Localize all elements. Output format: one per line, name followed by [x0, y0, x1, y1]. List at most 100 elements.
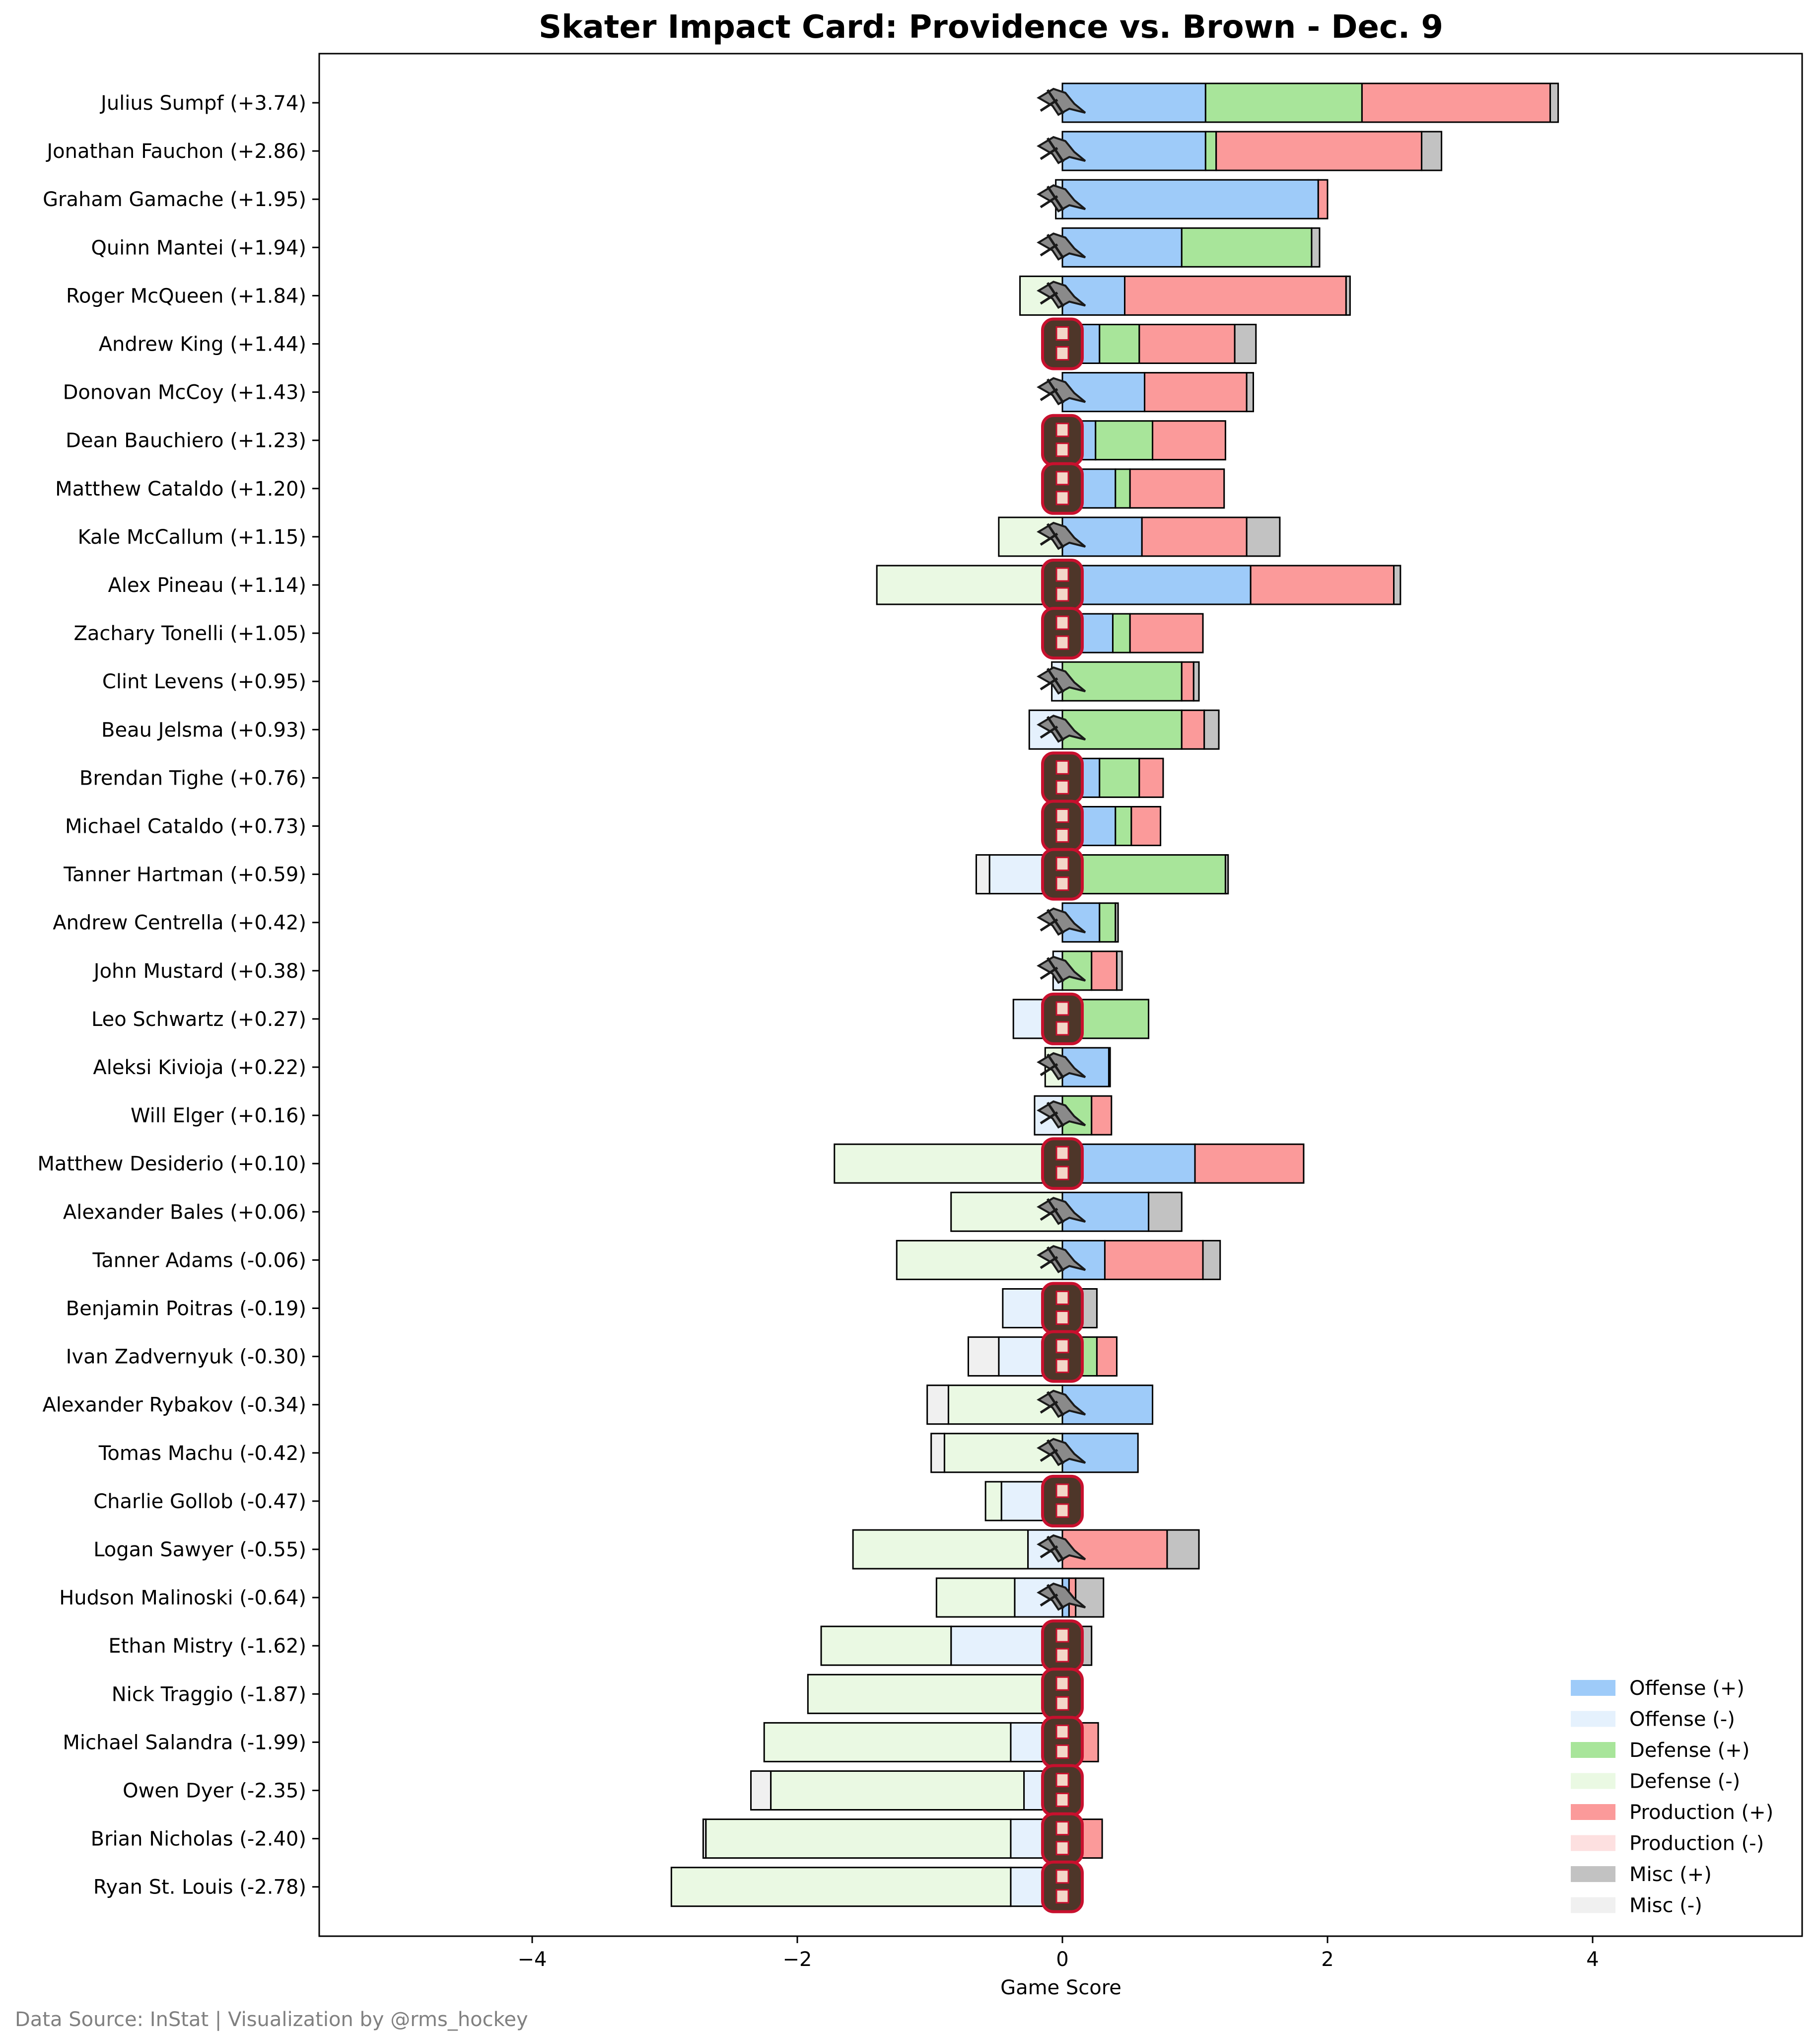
bar-segment-def-neg [984, 1481, 1002, 1522]
legend-swatch-def-neg [1571, 1773, 1615, 1789]
bar-segment-misc-pos [1075, 1577, 1105, 1618]
player-label: Andrew Centrella (+0.42) [53, 912, 306, 935]
bar-segment-misc-pos [1345, 275, 1351, 316]
player-label: Jonathan Fauchon (+2.86) [45, 140, 306, 163]
bar-segment-def-pos [1204, 82, 1363, 123]
bar-segment-off-pos [1061, 1143, 1196, 1184]
providence-friars-logo-icon [1037, 232, 1086, 261]
player-label: Donovan McCoy (+1.43) [63, 381, 306, 404]
y-axis-tick-labels: Julius Sumpf (+3.74) Jonathan Fauchon (+2… [37, 92, 319, 1899]
bar-segment-def-neg [935, 1577, 1016, 1618]
bar-segment-off-pos [1061, 227, 1183, 268]
bar-segment-misc-neg [967, 1336, 1000, 1377]
brown-bears-logo-icon [1041, 559, 1084, 611]
player-label: John Mustard (+0.38) [92, 960, 306, 983]
player-label: Charlie Gollob (-0.47) [93, 1490, 306, 1513]
bar-segment-prod-pos [1250, 565, 1395, 605]
legend-swatch-off-pos [1571, 1680, 1615, 1696]
providence-friars-logo-icon [1037, 136, 1086, 164]
bar-segment-def-neg [807, 1673, 1063, 1714]
bar-segment-prod-pos [1129, 613, 1204, 654]
bar-segment-def-neg [820, 1625, 952, 1666]
x-tick-label: 0 [1056, 1948, 1068, 1971]
legend-swatch-misc-pos [1571, 1866, 1615, 1882]
bar-segment-misc-pos [1549, 82, 1559, 123]
x-tick-label: −4 [518, 1948, 547, 1971]
providence-friars-logo-icon [1037, 184, 1086, 213]
bar-segment-prod-pos [1194, 1143, 1305, 1184]
bar-segment-prod-pos [1141, 516, 1248, 557]
legend-label: Defense (-) [1629, 1770, 1740, 1793]
player-label: Ryan St. Louis (-2.78) [93, 1876, 306, 1899]
brown-bears-logo-icon [1041, 848, 1084, 901]
player-label: Will Elger (+0.16) [131, 1104, 306, 1127]
x-tick-label: 4 [1586, 1948, 1599, 1971]
providence-friars-logo-icon [1037, 1245, 1086, 1274]
player-label: Roger McQueen (+1.84) [66, 285, 306, 307]
player-label: Julius Sumpf (+3.74) [99, 92, 306, 115]
legend-swatch-prod-pos [1571, 1804, 1615, 1820]
bar-segment-def-pos [1095, 420, 1154, 461]
bar-segment-def-neg [876, 565, 1063, 605]
bar-segment-def-neg [852, 1529, 1029, 1570]
brown-bears-logo-icon [1041, 317, 1084, 370]
bar-segment-misc-pos [1234, 324, 1257, 364]
brown-bears-logo-icon [1041, 751, 1084, 804]
player-label: Matthew Cataldo (+1.20) [55, 478, 306, 501]
legend-label: Production (-) [1629, 1832, 1764, 1855]
brown-bears-logo-icon [1041, 607, 1084, 660]
bar-segment-prod-pos [1129, 468, 1225, 509]
bar-segment-def-neg [705, 1818, 1012, 1859]
bar-segment-off-pos [1061, 131, 1206, 171]
bar-segment-def-pos [1204, 131, 1217, 171]
plot-frame [318, 53, 1803, 1937]
bar-segment-prod-pos [1215, 131, 1423, 171]
providence-friars-logo-icon [1037, 715, 1086, 743]
chart-title: Skater Impact Card: Providence vs. Brown… [539, 9, 1443, 46]
player-label: Ivan Zadvernyuk (-0.30) [66, 1346, 306, 1369]
bar-segment-def-pos [1099, 902, 1117, 943]
legend-label: Offense (+) [1629, 1677, 1745, 1700]
player-label: Tomas Machu (-0.42) [98, 1442, 306, 1465]
player-label: Matthew Desiderio (+0.10) [37, 1153, 306, 1175]
bar-segment-def-pos [1099, 757, 1140, 798]
brown-bears-logo-icon [1041, 1716, 1084, 1769]
bar-segment-misc-pos [1202, 1239, 1221, 1280]
bar-segment-def-pos [1061, 709, 1183, 750]
bar-segment-misc-pos [1246, 516, 1281, 557]
bar-segment-def-neg [770, 1770, 1025, 1811]
providence-friars-logo-icon [1037, 666, 1086, 695]
providence-friars-logo-icon [1037, 1100, 1086, 1129]
bar-segment-prod-pos [1152, 420, 1226, 461]
providence-friars-logo-icon [1037, 1389, 1086, 1418]
legend: Offense (+) Offense (-) Defense (+) Defense… [1571, 1677, 1773, 1917]
bar-segment-prod-pos [1361, 82, 1551, 123]
x-axis-ticks: −4 −2 0 2 4 [518, 1936, 1599, 1971]
brown-bears-logo-icon [1041, 992, 1084, 1045]
bar-segment-def-pos [1115, 806, 1132, 846]
bar-segment-def-pos [1181, 227, 1313, 268]
bar-segment-prod-pos [1061, 1529, 1168, 1570]
bar-segment-def-neg [834, 1143, 1063, 1184]
bar-segment-prod-pos [1096, 1336, 1118, 1377]
bar-segment-misc-pos [1246, 372, 1254, 413]
legend-label: Offense (-) [1629, 1708, 1735, 1731]
player-label: Andrew King (+1.44) [99, 333, 306, 356]
x-tick-label: −2 [783, 1948, 812, 1971]
providence-friars-logo-icon [1037, 1052, 1086, 1081]
bar-segment-def-neg [950, 1191, 1063, 1232]
brown-bears-logo-icon [1041, 799, 1084, 853]
player-label: Clint Levens (+0.95) [102, 670, 306, 693]
bar-segment-misc-pos [1115, 902, 1119, 943]
brown-bears-logo-icon [1041, 414, 1084, 467]
bar-segment-misc-pos [1108, 1047, 1111, 1088]
player-label: Leo Schwartz (+0.27) [91, 1008, 306, 1031]
bar-segment-prod-pos [1181, 709, 1205, 750]
bar-segment-off-pos [1061, 516, 1143, 557]
legend-swatch-off-neg [1571, 1711, 1615, 1727]
providence-friars-logo-icon [1037, 1582, 1086, 1611]
player-label: Owen Dyer (-2.35) [123, 1780, 306, 1803]
bar-segment-off-pos [1061, 179, 1319, 219]
player-label: Beau Jelsma (+0.93) [101, 719, 306, 741]
providence-friars-logo-icon [1037, 1438, 1086, 1466]
